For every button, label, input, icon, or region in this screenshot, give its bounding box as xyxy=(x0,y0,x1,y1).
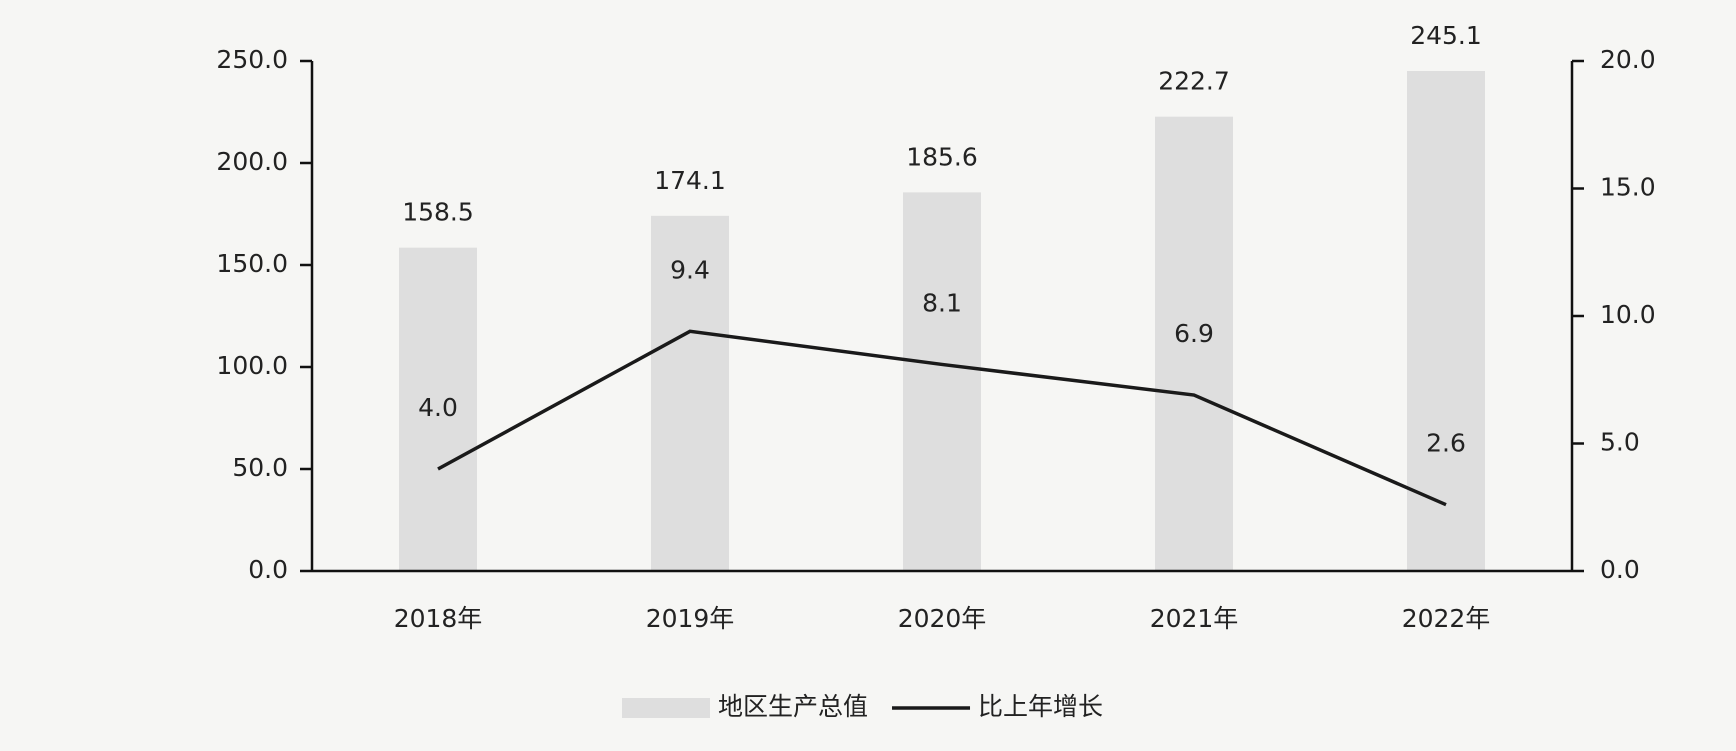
line-value-label: 8.1 xyxy=(922,288,962,317)
x-tick-label: 2018年 xyxy=(394,604,483,633)
bar-value-label: 222.7 xyxy=(1158,67,1230,96)
bar-value-label: 185.6 xyxy=(906,142,978,171)
legend-label: 比上年增长 xyxy=(978,692,1103,721)
bar xyxy=(651,215,729,571)
y-tick-label: 100.0 xyxy=(216,351,288,380)
y-tick-label: 50.0 xyxy=(232,453,288,482)
y-tick-label: 0.0 xyxy=(248,555,288,584)
y-tick-label: 250.0 xyxy=(216,45,288,74)
line xyxy=(437,329,1447,507)
x-tick-label: 2020年 xyxy=(898,604,987,633)
x-tick-label: 2021年 xyxy=(1150,604,1239,633)
bar xyxy=(399,247,477,571)
bar xyxy=(1155,116,1233,571)
y-tick-label: 200.0 xyxy=(216,147,288,176)
x-tick-label: 2019年 xyxy=(646,604,735,633)
y2-tick-label: 10.0 xyxy=(1600,300,1656,329)
y2-tick-label: 20.0 xyxy=(1600,45,1656,74)
line-value-label: 2.6 xyxy=(1426,429,1466,458)
line-value-label: 4.0 xyxy=(418,393,458,422)
legend-label: 地区生产总值 xyxy=(718,692,868,721)
y2-tick-label: 15.0 xyxy=(1600,173,1656,202)
line-value-label: 6.9 xyxy=(1174,319,1214,348)
y2-tick-label: 0.0 xyxy=(1600,555,1640,584)
bar xyxy=(1407,70,1485,571)
y-tick-label: 150.0 xyxy=(216,249,288,278)
bar xyxy=(903,192,981,571)
legend-swatch xyxy=(622,698,710,718)
bar-value-label: 245.1 xyxy=(1410,21,1482,50)
y2-tick-label: 5.0 xyxy=(1600,428,1640,457)
x-tick-label: 2022年 xyxy=(1402,604,1491,633)
line-value-label: 9.4 xyxy=(670,255,710,284)
bar-value-label: 174.1 xyxy=(654,166,726,195)
bar-value-label: 158.5 xyxy=(402,198,474,227)
